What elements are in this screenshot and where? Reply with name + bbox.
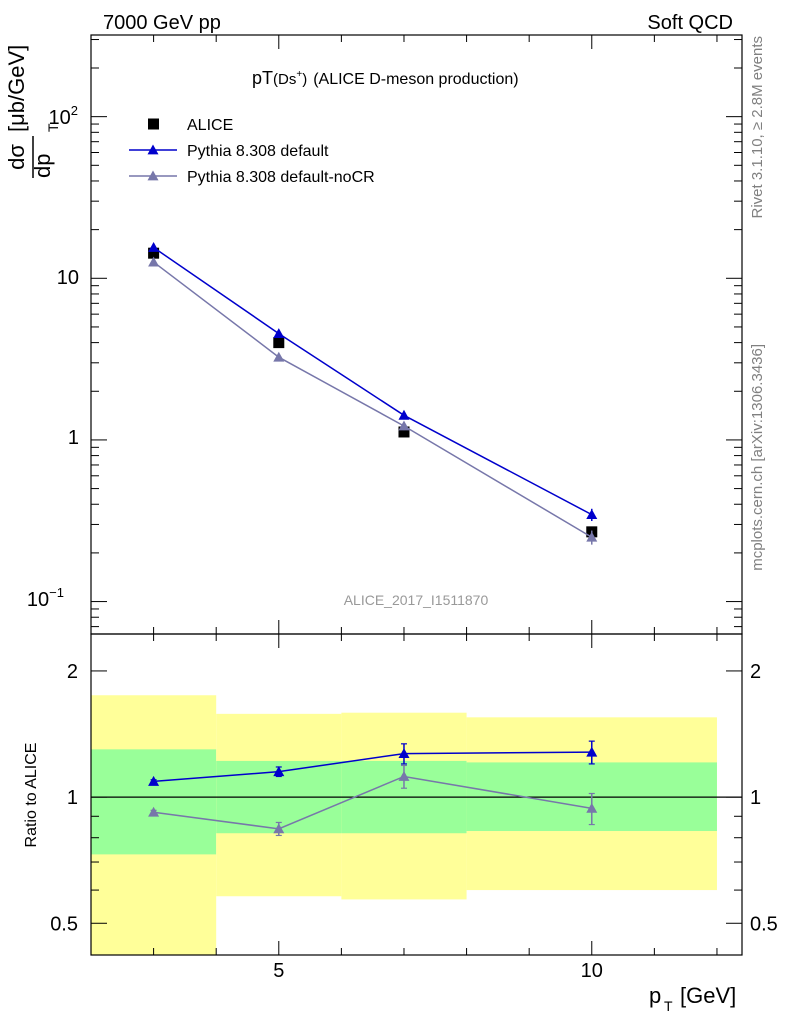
ytick-label-10: 10 [57, 267, 79, 289]
svg-text:T: T [664, 998, 673, 1014]
header-process-label: Soft QCD [647, 12, 733, 34]
data-point-alice-2 [398, 426, 410, 438]
data-point-2-1 [273, 351, 285, 362]
xtick-label-10: 10 [581, 960, 603, 982]
legend-label-0: ALICE [187, 117, 233, 134]
title-close-paren: ) [302, 71, 307, 88]
svg-text:T: T [45, 123, 61, 132]
ratio-point-0-0 [148, 775, 160, 786]
xtick-label-5: 5 [273, 960, 284, 982]
header-collision-label: 7000 GeV pp [103, 12, 221, 34]
ratio-point-1-1 [273, 823, 285, 834]
title-superscript: + [296, 69, 302, 80]
ratio-panel-frame [90, 633, 743, 956]
title-particle: (Ds [273, 71, 296, 88]
svg-text:dp: dp [30, 154, 55, 178]
data-point-2-0 [148, 256, 160, 267]
main-y-tick-labels: 102 10 1 10−1 [27, 103, 79, 611]
rivet-version-text: Rivet 3.1.10, ≥ 2.8M events [749, 36, 766, 219]
ratio-point-1-3 [586, 802, 598, 813]
main-y-axis-label: dσ dp T [μb/GeV] [4, 45, 61, 178]
svg-text:[μb/GeV]: [μb/GeV] [4, 45, 29, 132]
ratio-panel-series [148, 740, 598, 837]
main-panel-ticks [90, 35, 742, 634]
ratio-point-1-2 [398, 770, 410, 781]
ratio-ytick-label-left: 0.5 [50, 913, 78, 935]
data-point-1-1 [273, 328, 285, 338]
ratio-tick-labels: 0.5 0.5 1 1 2 2 5 10 [50, 661, 778, 982]
series-line-1 [153, 246, 593, 516]
ratio-y-axis-label: Ratio to ALICE [23, 743, 40, 848]
ratio-line-1 [153, 775, 592, 830]
data-point-alice-0 [148, 247, 160, 259]
plot-title: pT(Ds+) (ALICE D-meson production) [252, 68, 519, 88]
legend-marker-2 [147, 170, 159, 181]
legend-label-2: Pythia 8.308 default-noCR [187, 169, 375, 186]
data-point-1-2 [398, 409, 410, 420]
panel-frames [90, 34, 743, 956]
svg-text:dσ: dσ [4, 144, 29, 170]
legend-marker-1 [147, 144, 159, 155]
main-panel-series [148, 242, 598, 545]
ratio-ytick-label-right: 1 [750, 787, 761, 809]
ytick-label-1: 1 [68, 427, 79, 449]
ytick-label-100: 102 [49, 103, 78, 129]
band-inner-0 [91, 749, 217, 855]
data-point-2-3 [586, 531, 598, 542]
ratio-point-0-3 [586, 746, 598, 757]
analysis-tag: ALICE_2017_I1511870 [344, 592, 489, 608]
legend: ALICE Pythia 8.308 default Pythia 8.308 de… [129, 117, 375, 186]
legend-label-1: Pythia 8.308 default [187, 143, 329, 160]
svg-text:[GeV]: [GeV] [680, 983, 736, 1008]
ratio-ytick-label-right: 0.5 [750, 913, 778, 935]
svg-text:p: p [649, 983, 661, 1008]
ratio-line-0 [153, 751, 592, 783]
ratio-point-1-0 [148, 806, 160, 817]
ratio-panel-ticks [90, 634, 742, 955]
series-line-2 [153, 261, 593, 538]
ytick-label-0.1: 10−1 [27, 585, 64, 611]
ratio-uncertainty-bands [91, 695, 742, 955]
ratio-ytick-label-left: 1 [67, 787, 78, 809]
data-point-2-2 [398, 420, 410, 431]
ratio-ytick-label-left: 2 [67, 661, 78, 683]
ratio-point-0-2 [398, 748, 410, 758]
legend-marker-alice [148, 118, 159, 130]
mcplots-reference-text: mcplots.cern.ch [arXiv:1306.3436] [749, 344, 766, 571]
title-main: pT [252, 68, 273, 88]
data-point-alice-1 [273, 337, 285, 349]
data-point-1-0 [148, 242, 160, 252]
ratio-ytick-label-right: 2 [750, 661, 761, 683]
ratio-point-0-1 [273, 766, 285, 777]
title-rest: (ALICE D-meson production) [313, 71, 518, 88]
x-axis-label: p T [GeV] [649, 983, 736, 1014]
data-point-1-3 [586, 509, 598, 520]
